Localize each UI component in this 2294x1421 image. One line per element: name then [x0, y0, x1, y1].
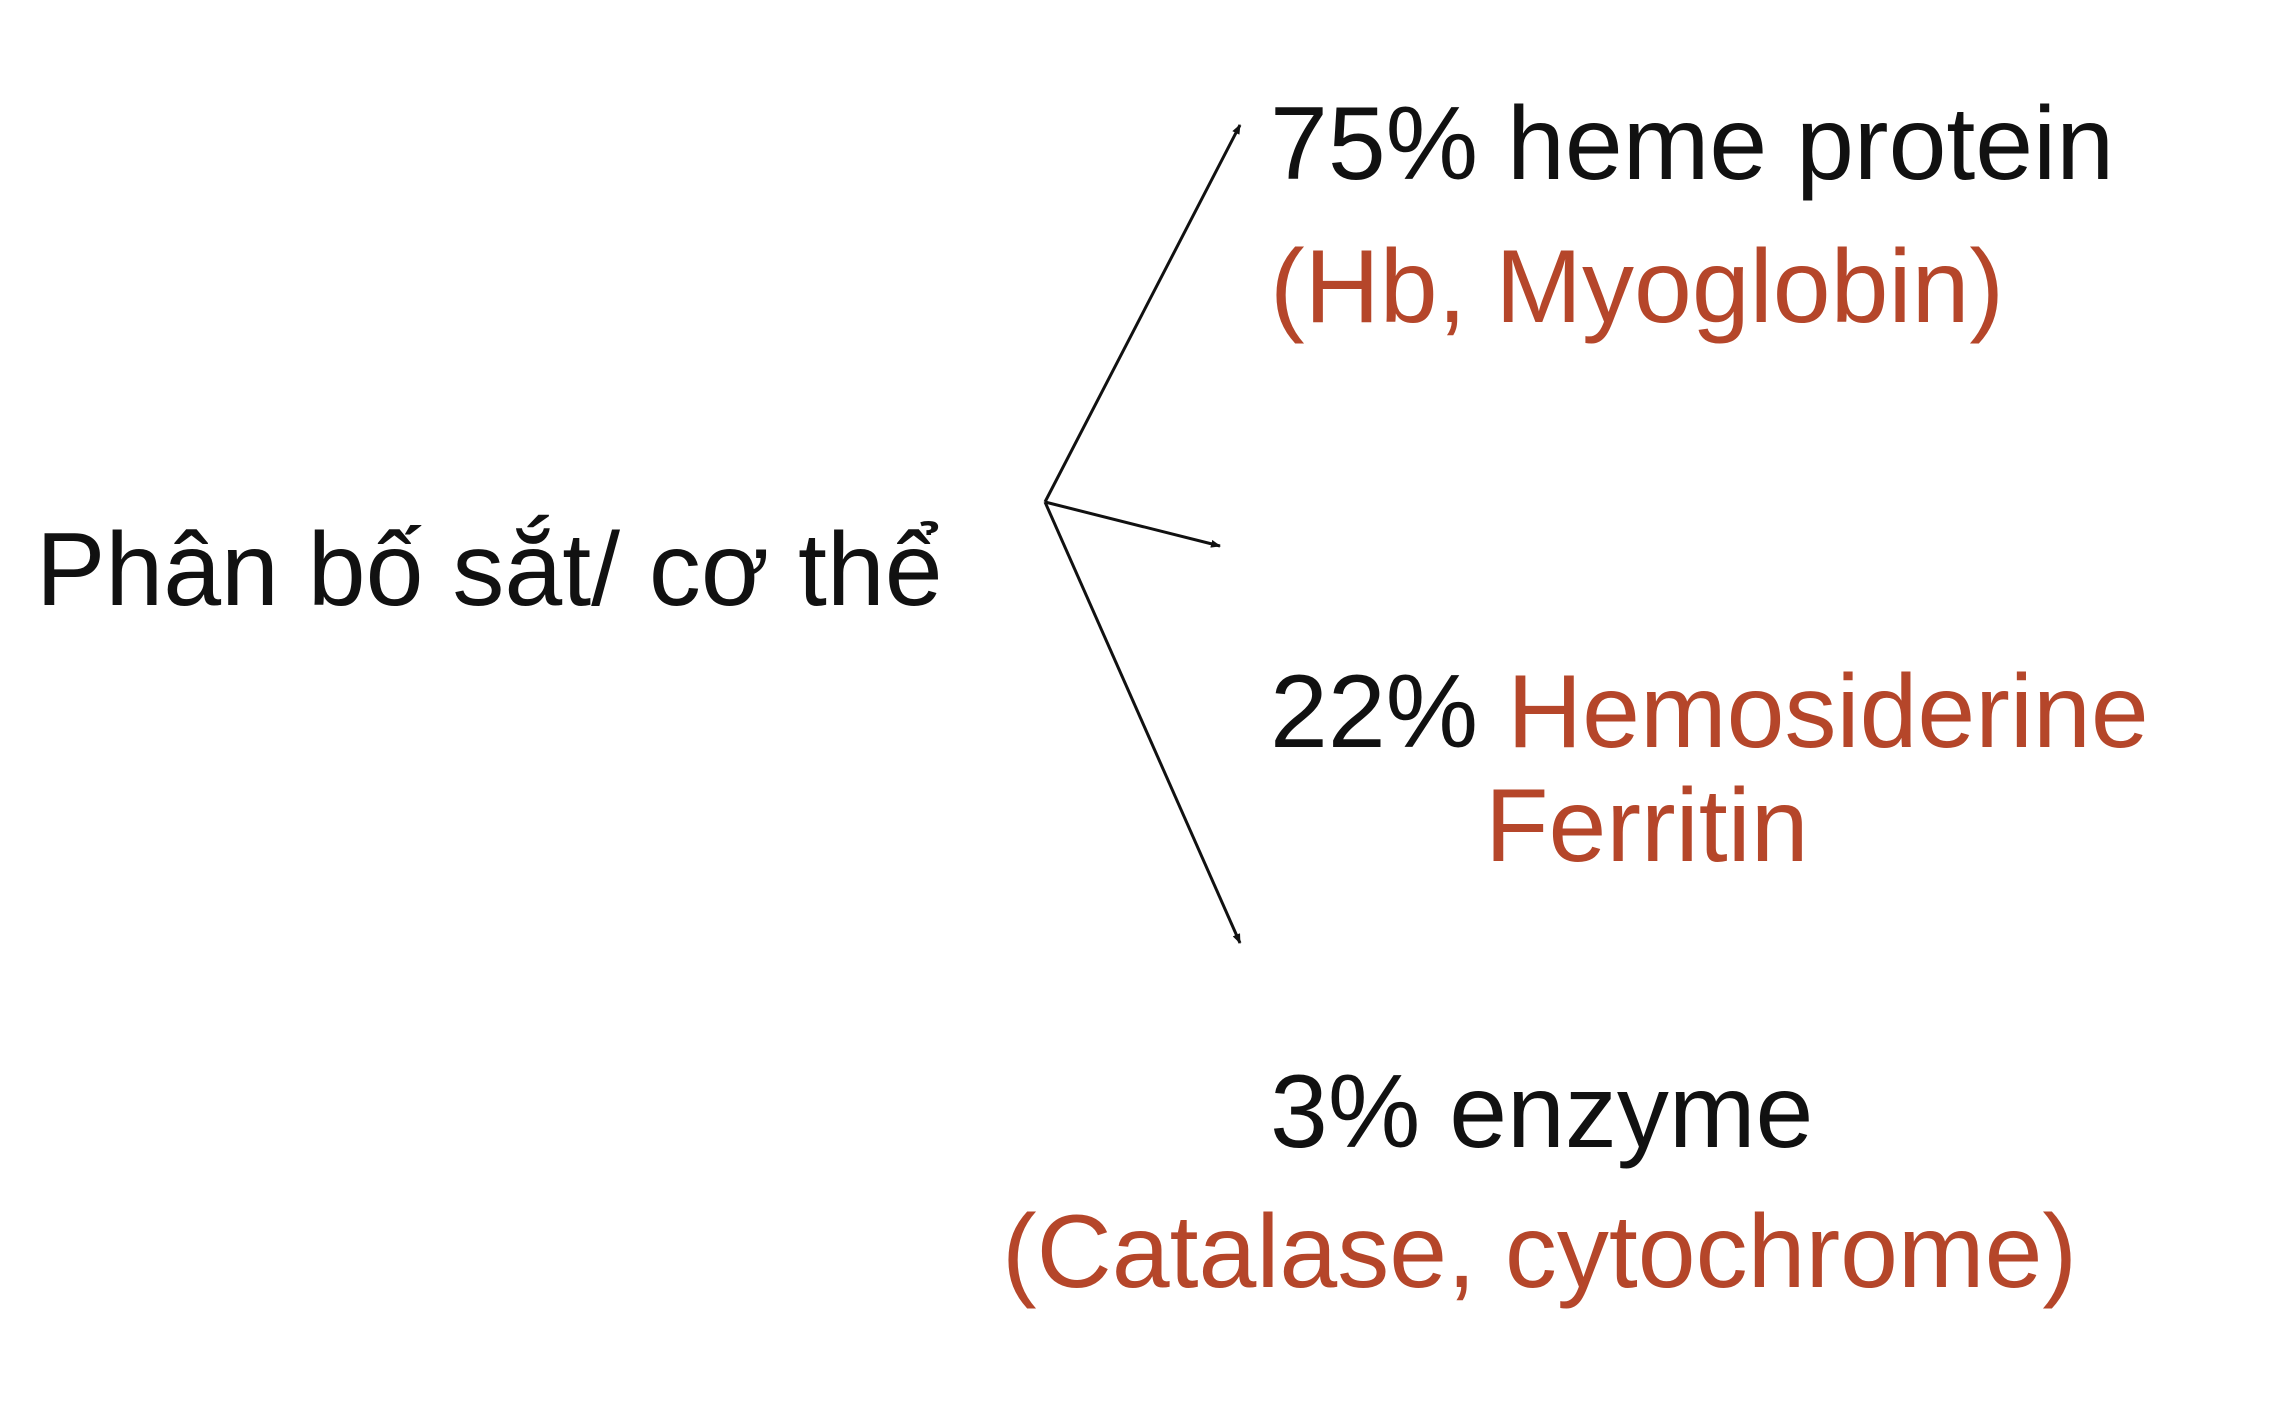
enzyme-percent: 3% enzyme	[1270, 1054, 1814, 1170]
heme-protein-examples: (Hb, Myoglobin)	[1270, 229, 2005, 345]
hemosiderine-row: 22% Hemosiderine	[1270, 660, 2149, 764]
hemosiderine-label: Hemosiderine	[1507, 654, 2149, 770]
arrow-to-hemosiderine	[1044, 500, 1221, 548]
ferritin-label: Ferritin	[1485, 768, 1809, 884]
source-label: Phân bố sắt/ cơ thể	[36, 512, 943, 628]
hemosiderine-percent: 22%	[1270, 654, 1479, 770]
arrow-to-heme-protein	[1043, 124, 1242, 503]
arrow-to-enzyme	[1043, 501, 1242, 944]
heme-protein-percent: 75% heme protein	[1270, 86, 2115, 202]
enzyme-examples: (Catalase, cytochrome)	[1002, 1194, 2078, 1310]
